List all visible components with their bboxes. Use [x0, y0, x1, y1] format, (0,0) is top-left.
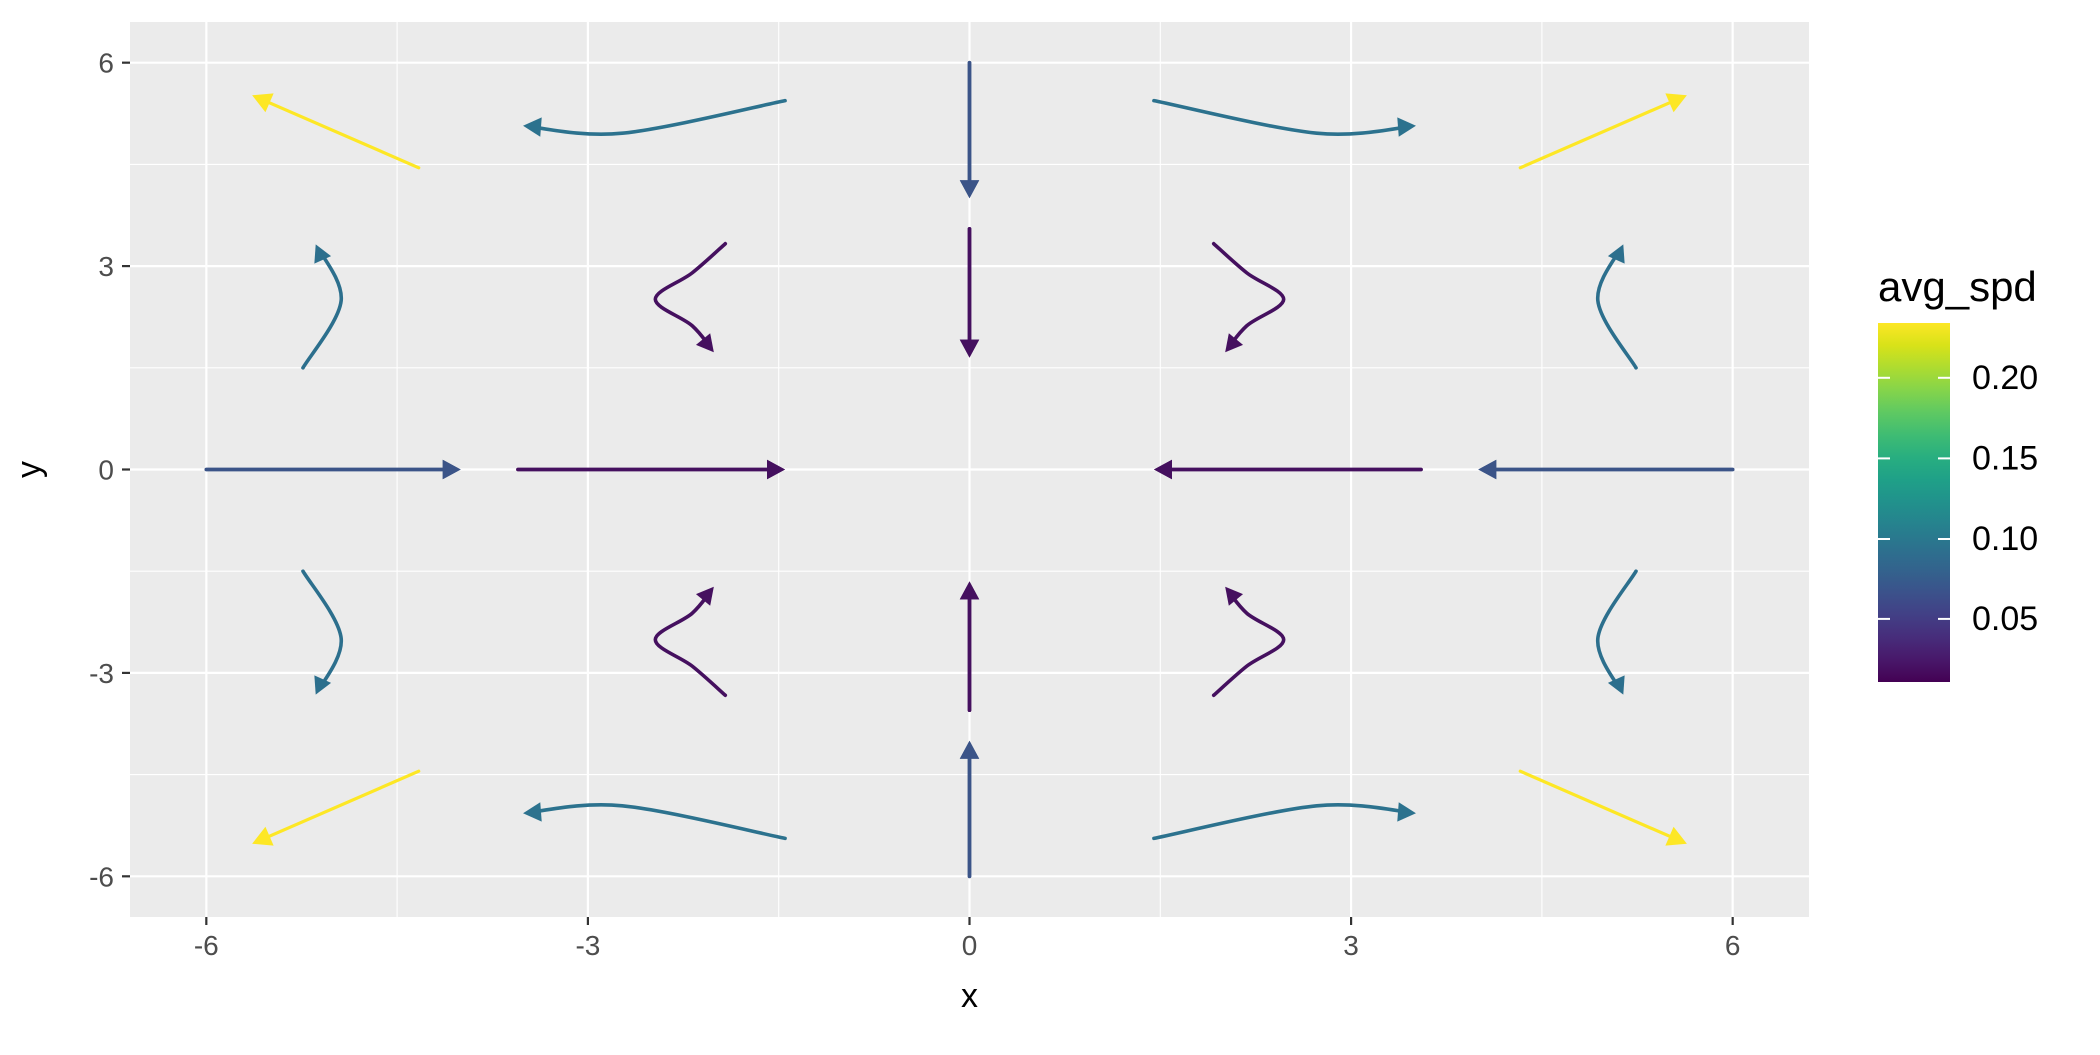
svg-text:3: 3 [98, 251, 114, 282]
svg-text:6: 6 [1725, 930, 1741, 961]
svg-text:0.10: 0.10 [1972, 520, 2038, 558]
svg-text:6: 6 [98, 48, 114, 79]
svg-text:0: 0 [962, 930, 978, 961]
svg-text:x: x [961, 977, 978, 1015]
svg-text:-3: -3 [89, 658, 114, 689]
svg-text:3: 3 [1343, 930, 1359, 961]
svg-text:0: 0 [98, 455, 114, 486]
svg-text:0.20: 0.20 [1972, 359, 2038, 397]
svg-text:-3: -3 [575, 930, 600, 961]
svg-text:-6: -6 [194, 930, 219, 961]
svg-text:-6: -6 [89, 861, 114, 892]
svg-text:avg_spd: avg_spd [1878, 263, 2037, 310]
svg-text:0.05: 0.05 [1972, 600, 2038, 638]
svg-text:y: y [10, 461, 48, 478]
svg-text:0.15: 0.15 [1972, 439, 2038, 477]
